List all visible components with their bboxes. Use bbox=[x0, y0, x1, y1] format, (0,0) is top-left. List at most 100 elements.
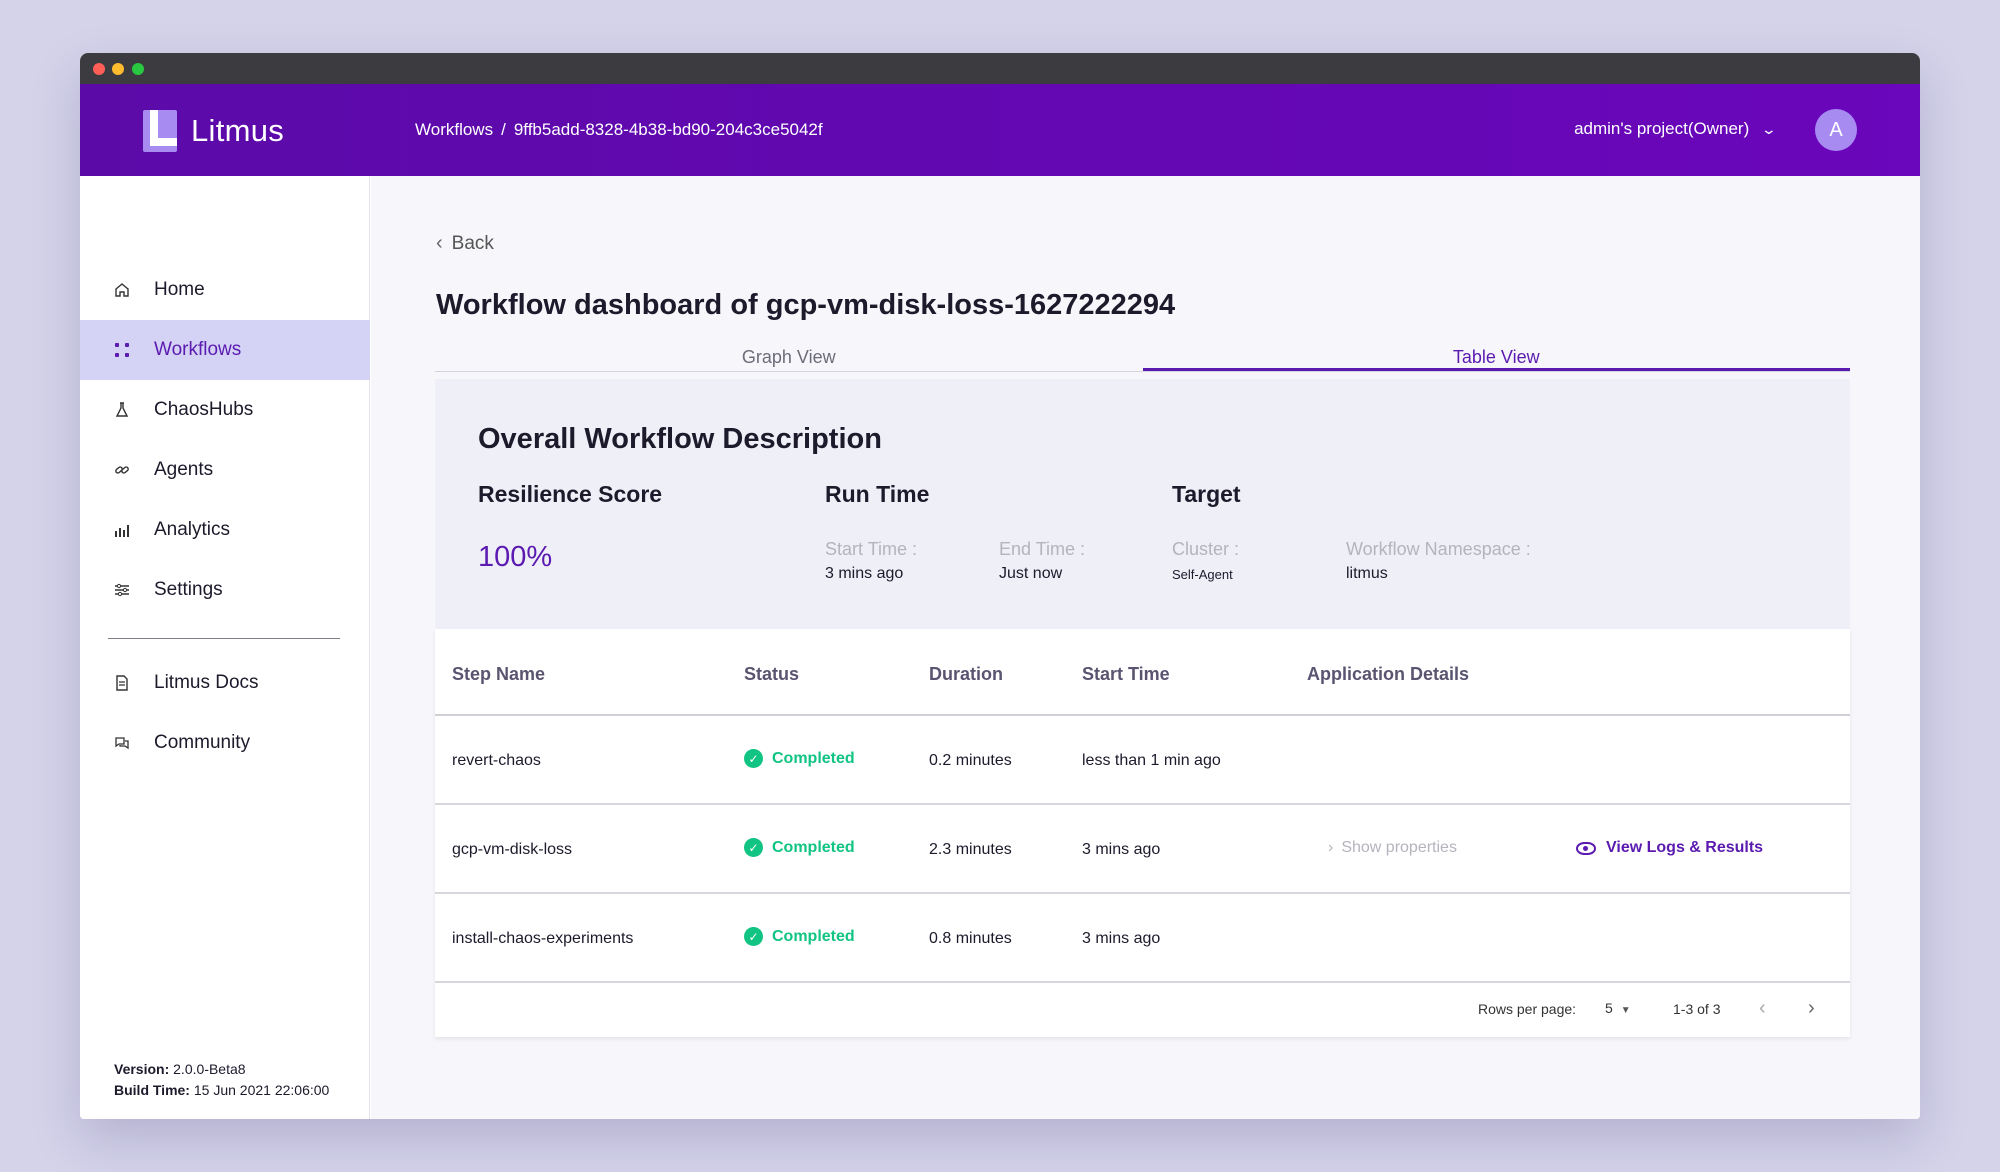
tab-graph-view[interactable]: Graph View bbox=[741, 347, 836, 367]
workflow-steps-table: Step Name Status Duration Start Time App… bbox=[435, 629, 1850, 1037]
start-time: 3 mins ago bbox=[1082, 930, 1161, 947]
sidebar-nav: Home Workflows ChaosHubs Agents bbox=[80, 260, 370, 773]
status-badge: ✓ Completed bbox=[744, 838, 855, 857]
sidebar-item-label: Settings bbox=[154, 579, 223, 600]
workflows-icon bbox=[112, 340, 132, 360]
table-row[interactable]: revert-chaos ✓ Completed 0.2 minutes less… bbox=[435, 716, 1850, 805]
table-row[interactable]: install-chaos-experiments ✓ Completed 0.8… bbox=[435, 894, 1850, 983]
sidebar-item-label: Home bbox=[154, 279, 205, 300]
previous-page-button[interactable]: ‹ bbox=[1759, 997, 1766, 1019]
workflow-description-panel: Overall Workflow Description Resilience … bbox=[435, 379, 1850, 629]
project-selector[interactable]: admin's project(Owner) ⌄ bbox=[1574, 119, 1778, 139]
sidebar-item-settings[interactable]: Settings bbox=[80, 560, 370, 620]
table-pagination: Rows per page: 5 ▼ 1-3 of 3 ‹ › bbox=[435, 983, 1850, 1037]
cluster-label: Cluster : bbox=[1172, 539, 1240, 559]
sidebar-item-workflows[interactable]: Workflows bbox=[80, 320, 370, 380]
sidebar-item-label: Community bbox=[154, 732, 251, 753]
status-text: Completed bbox=[772, 927, 855, 945]
target-title: Target bbox=[1172, 481, 1241, 507]
cluster-value: Self-Agent bbox=[1172, 567, 1233, 582]
next-page-button[interactable]: › bbox=[1808, 997, 1815, 1019]
avatar-letter: A bbox=[1829, 118, 1843, 141]
end-time-value: Just now bbox=[999, 565, 1063, 582]
namespace-value: litmus bbox=[1346, 565, 1388, 582]
column-header-duration[interactable]: Duration bbox=[929, 664, 1003, 684]
namespace-label: Workflow Namespace : bbox=[1346, 539, 1531, 559]
chat-icon bbox=[112, 733, 132, 753]
close-window-button[interactable] bbox=[93, 63, 105, 75]
check-circle-icon: ✓ bbox=[744, 749, 763, 768]
sidebar-item-label: Workflows bbox=[154, 339, 242, 360]
app-logo[interactable]: Litmus bbox=[143, 110, 284, 152]
breadcrumb: Workflows / 9ffb5add-8328-4b38-bd90-204c3c… bbox=[415, 120, 823, 140]
show-properties-button[interactable]: › Show properties bbox=[1328, 839, 1457, 857]
home-icon bbox=[112, 280, 132, 300]
sidebar-item-agents[interactable]: Agents bbox=[80, 440, 370, 500]
rows-per-page-select[interactable]: 5 ▼ bbox=[1605, 1000, 1631, 1016]
breadcrumb-workflows-link[interactable]: Workflows bbox=[415, 120, 494, 139]
step-name: revert-chaos bbox=[452, 752, 541, 769]
maximize-window-button[interactable] bbox=[132, 63, 144, 75]
column-header-step-name[interactable]: Step Name bbox=[452, 664, 546, 684]
avatar[interactable]: A bbox=[1815, 109, 1857, 151]
sidebar-item-analytics[interactable]: Analytics bbox=[80, 500, 370, 560]
sidebar-item-label: Litmus Docs bbox=[154, 672, 259, 693]
status-badge: ✓ Completed bbox=[744, 749, 855, 768]
chevron-down-icon: ⌄ bbox=[1760, 120, 1778, 137]
version-info: Version: 2.0.0-Beta8 Build Time: 15 Jun … bbox=[114, 1059, 329, 1101]
status-badge: ✓ Completed bbox=[744, 927, 855, 946]
sidebar-item-community[interactable]: Community bbox=[80, 713, 370, 773]
resilience-score-value: 100% bbox=[478, 541, 553, 573]
breadcrumb-separator: / bbox=[501, 120, 506, 139]
step-name: gcp-vm-disk-loss bbox=[452, 841, 573, 858]
column-header-status[interactable]: Status bbox=[744, 664, 800, 684]
view-logs-button[interactable]: View Logs & Results bbox=[1576, 839, 1763, 857]
sidebar-item-label: Analytics bbox=[154, 519, 231, 540]
sidebar: Home Workflows ChaosHubs Agents bbox=[80, 176, 370, 1119]
sidebar-item-home[interactable]: Home bbox=[80, 260, 370, 320]
end-time-label: End Time : bbox=[999, 539, 1086, 559]
window-titlebar bbox=[80, 53, 1920, 84]
duration: 2.3 minutes bbox=[929, 841, 1012, 858]
duration: 0.2 minutes bbox=[929, 752, 1012, 769]
status-text: Completed bbox=[772, 838, 855, 856]
column-header-start-time[interactable]: Start Time bbox=[1082, 664, 1170, 684]
resilience-score-title: Resilience Score bbox=[478, 481, 663, 507]
settings-icon bbox=[112, 580, 132, 600]
app-name: Litmus bbox=[191, 113, 285, 148]
build-time-value: 15 Jun 2021 22:06:00 bbox=[193, 1082, 330, 1098]
litmus-logo-icon bbox=[143, 110, 177, 152]
start-time: 3 mins ago bbox=[1082, 841, 1161, 858]
minimize-window-button[interactable] bbox=[112, 63, 124, 75]
project-name: admin's project(Owner) bbox=[1574, 119, 1750, 138]
show-properties-label: Show properties bbox=[1341, 839, 1457, 856]
tab-table-view[interactable]: Table View bbox=[1142, 326, 1850, 371]
table-row[interactable]: gcp-vm-disk-loss ✓ Completed 2.3 minutes … bbox=[435, 805, 1850, 894]
analytics-icon bbox=[112, 520, 132, 540]
back-label: Back bbox=[451, 232, 494, 254]
app-window: Litmus Workflows / 9ffb5add-8328-4b38-bd90… bbox=[80, 53, 1920, 1119]
start-time-label: Start Time : bbox=[825, 539, 918, 559]
document-icon bbox=[112, 673, 132, 693]
chevron-left-icon: ‹ bbox=[436, 232, 443, 254]
check-circle-icon: ✓ bbox=[744, 838, 763, 857]
table-header: Step Name Status Duration Start Time App… bbox=[435, 629, 1850, 716]
status-text: Completed bbox=[772, 749, 855, 767]
run-time-title: Run Time bbox=[825, 481, 930, 507]
sidebar-item-litmus-docs[interactable]: Litmus Docs bbox=[80, 653, 370, 713]
sidebar-item-chaoshubs[interactable]: ChaosHubs bbox=[80, 380, 370, 440]
top-header: Litmus Workflows / 9ffb5add-8328-4b38-bd90… bbox=[80, 84, 1920, 176]
eye-icon bbox=[1576, 841, 1596, 855]
column-header-application-details: Application Details bbox=[1307, 664, 1470, 684]
build-time-label: Build Time: bbox=[114, 1082, 190, 1098]
link-icon bbox=[112, 460, 132, 480]
back-button[interactable]: ‹ Back bbox=[436, 232, 494, 255]
start-time-value: 3 mins ago bbox=[825, 565, 904, 582]
start-time: less than 1 min ago bbox=[1082, 752, 1221, 769]
rows-per-page-label: Rows per page: bbox=[1478, 1001, 1577, 1017]
breadcrumb-current: 9ffb5add-8328-4b38-bd90-204c3ce5042f bbox=[513, 120, 823, 139]
version-value: 2.0.0-Beta8 bbox=[173, 1061, 246, 1077]
version-label: Version: bbox=[114, 1061, 170, 1077]
flask-icon bbox=[112, 400, 132, 420]
duration: 0.8 minutes bbox=[929, 930, 1012, 947]
